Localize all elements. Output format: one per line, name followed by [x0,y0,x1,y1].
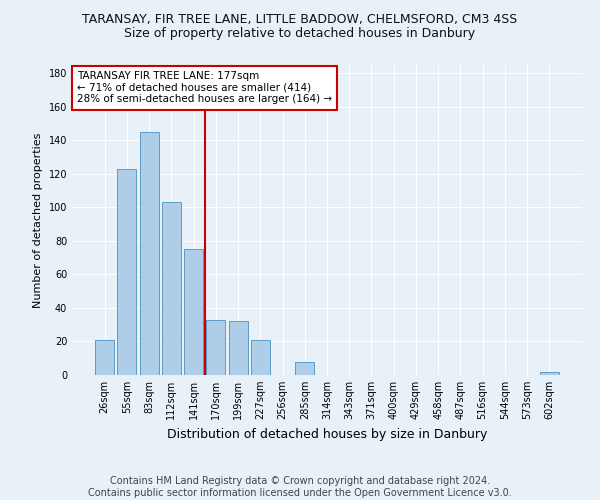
Text: Contains HM Land Registry data © Crown copyright and database right 2024.
Contai: Contains HM Land Registry data © Crown c… [88,476,512,498]
Bar [118,169,136,375]
Bar [184,250,203,375]
Bar [140,132,158,375]
Bar [540,372,559,375]
Bar [229,322,248,375]
Bar [251,340,270,375]
Text: TARANSAY, FIR TREE LANE, LITTLE BADDOW, CHELMSFORD, CM3 4SS: TARANSAY, FIR TREE LANE, LITTLE BADDOW, … [82,12,518,26]
Text: TARANSAY FIR TREE LANE: 177sqm
← 71% of detached houses are smaller (414)
28% of: TARANSAY FIR TREE LANE: 177sqm ← 71% of … [77,71,332,104]
Bar [95,340,114,375]
Text: Size of property relative to detached houses in Danbury: Size of property relative to detached ho… [124,28,476,40]
Bar [295,362,314,375]
Y-axis label: Number of detached properties: Number of detached properties [33,132,43,308]
Bar [206,320,225,375]
Bar [162,202,181,375]
X-axis label: Distribution of detached houses by size in Danbury: Distribution of detached houses by size … [167,428,487,440]
